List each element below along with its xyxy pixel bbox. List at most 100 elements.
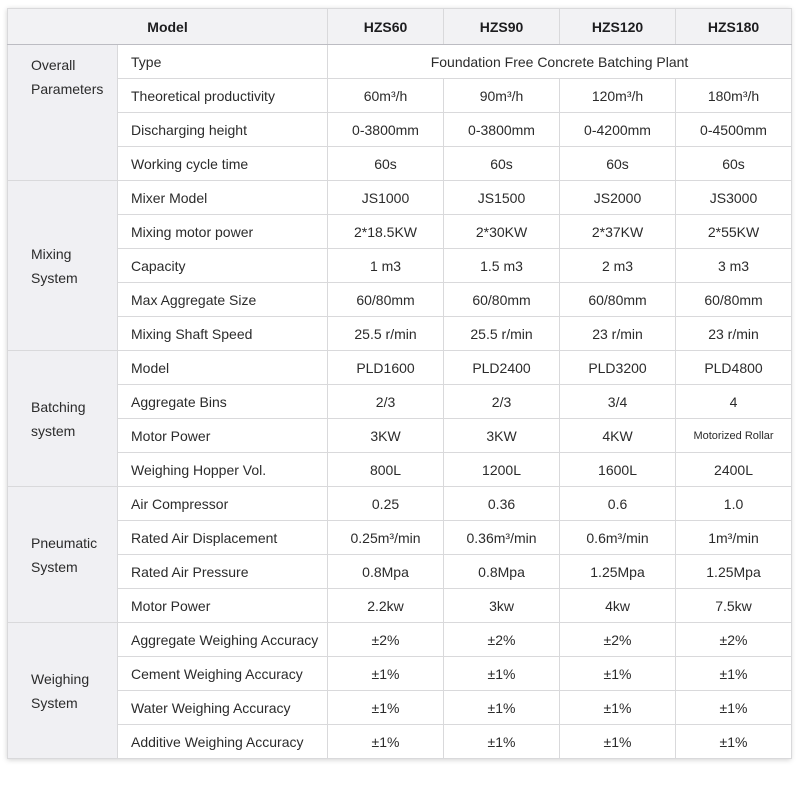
table-row: Discharging height 0-3800mm 0-3800mm 0-4… xyxy=(8,112,793,147)
spec-value: ±1% xyxy=(327,690,445,725)
param-label: Air Compressor xyxy=(116,486,329,521)
table-row: Motor Power 3KW 3KW 4KW Motorized Rollar xyxy=(8,418,793,453)
spec-value: 180m³/h xyxy=(675,78,793,113)
column-header-hzs180: HZS180 xyxy=(675,8,793,45)
spec-value-type: Foundation Free Concrete Batching Plant xyxy=(327,44,793,79)
spec-value: 2/3 xyxy=(327,384,445,419)
spec-value: 60/80mm xyxy=(443,282,561,317)
param-label: Max Aggregate Size xyxy=(116,282,329,317)
table-row: Water Weighing Accuracy ±1% ±1% ±1% ±1% xyxy=(8,690,793,725)
param-label: Mixing motor power xyxy=(116,214,329,249)
table-row: Motor Power 2.2kw 3kw 4kw 7.5kw xyxy=(8,588,793,623)
spec-value: 23 r/min xyxy=(559,316,677,351)
table-row: Working cycle time 60s 60s 60s 60s xyxy=(8,146,793,181)
table-row: Capacity 1 m3 1.5 m3 2 m3 3 m3 xyxy=(8,248,793,283)
table-row: Batching system Model PLD1600 PLD2400 PL… xyxy=(7,350,793,487)
spec-value: 3kw xyxy=(443,588,561,623)
spec-value: Motorized Rollar xyxy=(675,418,793,453)
spec-value: ±1% xyxy=(675,724,793,759)
table-row: Pneumatic System Air Compressor 0.25 0.3… xyxy=(7,486,793,623)
spec-value: ±2% xyxy=(675,622,793,657)
spec-value: 23 r/min xyxy=(675,316,793,351)
spec-value: 60s xyxy=(443,146,561,181)
spec-value: 0.36m³/min xyxy=(443,520,561,555)
spec-value: ±1% xyxy=(559,724,677,759)
column-header-hzs120: HZS120 xyxy=(559,8,677,45)
spec-value: 4kw xyxy=(559,588,677,623)
spec-value: 60/80mm xyxy=(675,282,793,317)
param-label: Motor Power xyxy=(116,418,329,453)
spec-value: ±1% xyxy=(559,656,677,691)
spec-value: 0.8Mpa xyxy=(327,554,445,589)
spec-value: ±1% xyxy=(327,724,445,759)
section-label-pneumatic-system: Pneumatic System xyxy=(7,486,118,623)
spec-value: 2400L xyxy=(675,452,793,487)
table-row: Aggregate Bins 2/3 2/3 3/4 4 xyxy=(8,384,793,419)
spec-value: 90m³/h xyxy=(443,78,561,113)
spec-value: 2*18.5KW xyxy=(327,214,445,249)
spec-value: 0.25 xyxy=(327,486,445,521)
section-label-overall-parameters: Overall Parameters xyxy=(7,44,118,181)
spec-value: 1.5 m3 xyxy=(443,248,561,283)
param-label: Theoretical productivity xyxy=(116,78,329,113)
param-label: Mixing Shaft Speed xyxy=(116,316,329,351)
spec-value: JS1500 xyxy=(443,180,561,215)
param-label: Type xyxy=(116,44,329,79)
section-label-weighing-system: Weighing System xyxy=(7,622,118,759)
table-row: Theoretical productivity 60m³/h 90m³/h 1… xyxy=(8,78,793,113)
column-header-hzs90: HZS90 xyxy=(443,8,561,45)
spec-value: 0-4500mm xyxy=(675,112,793,147)
table-row: Mixing System Mixer Model JS1000 JS1500 … xyxy=(7,180,793,351)
column-header-model: Model xyxy=(6,8,329,45)
param-label: Mixer Model xyxy=(116,180,329,215)
spec-value: ±1% xyxy=(675,690,793,725)
spec-value: ±2% xyxy=(327,622,445,657)
spec-value: 3KW xyxy=(443,418,561,453)
spec-value: 25.5 r/min xyxy=(443,316,561,351)
param-label: Discharging height xyxy=(116,112,329,147)
spec-value: 0-3800mm xyxy=(443,112,561,147)
spec-value: 0.6m³/min xyxy=(559,520,677,555)
table-row: Mixing motor power 2*18.5KW 2*30KW 2*37K… xyxy=(8,214,793,249)
table-row: Rated Air Displacement 0.25m³/min 0.36m³… xyxy=(8,520,793,555)
spec-value: ±1% xyxy=(675,656,793,691)
spec-value: 3KW xyxy=(327,418,445,453)
spec-value: 1200L xyxy=(443,452,561,487)
param-label: Motor Power xyxy=(116,588,329,623)
spec-value: 800L xyxy=(327,452,445,487)
param-label: Rated Air Displacement xyxy=(116,520,329,555)
spec-value: 1m³/min xyxy=(675,520,793,555)
table-row: Max Aggregate Size 60/80mm 60/80mm 60/80… xyxy=(8,282,793,317)
param-label: Additive Weighing Accuracy xyxy=(116,724,329,759)
spec-value: PLD4800 xyxy=(675,350,793,385)
spec-value: 60m³/h xyxy=(327,78,445,113)
spec-value: ±1% xyxy=(327,656,445,691)
table-row: Rated Air Pressure 0.8Mpa 0.8Mpa 1.25Mpa… xyxy=(8,554,793,589)
spec-value: 0-3800mm xyxy=(327,112,445,147)
table-row: Weighing System Aggregate Weighing Accur… xyxy=(7,622,793,759)
table-row: Cement Weighing Accuracy ±1% ±1% ±1% ±1% xyxy=(8,656,793,691)
spec-value: 4 xyxy=(675,384,793,419)
spec-value: 2*55KW xyxy=(675,214,793,249)
spec-value: 0.25m³/min xyxy=(327,520,445,555)
spec-value: ±2% xyxy=(559,622,677,657)
spec-value: ±1% xyxy=(443,724,561,759)
spec-value: 60/80mm xyxy=(559,282,677,317)
spec-value: ±2% xyxy=(443,622,561,657)
spec-value: 60s xyxy=(327,146,445,181)
spec-value: JS3000 xyxy=(675,180,793,215)
table-row: Overall Parameters Type Foundation Free … xyxy=(7,44,793,181)
param-label: Capacity xyxy=(116,248,329,283)
param-label: Aggregate Weighing Accuracy xyxy=(116,622,329,657)
param-label: Aggregate Bins xyxy=(116,384,329,419)
spec-value: 25.5 r/min xyxy=(327,316,445,351)
spec-value: 1.25Mpa xyxy=(559,554,677,589)
table-row: Weighing Hopper Vol. 800L 1200L 1600L 24… xyxy=(8,452,793,487)
spec-value: 2*30KW xyxy=(443,214,561,249)
spec-value: 2.2kw xyxy=(327,588,445,623)
spec-value: 2*37KW xyxy=(559,214,677,249)
spec-value: PLD2400 xyxy=(443,350,561,385)
spec-value: JS1000 xyxy=(327,180,445,215)
spec-value: 2 m3 xyxy=(559,248,677,283)
table-row: Additive Weighing Accuracy ±1% ±1% ±1% ±… xyxy=(8,724,793,759)
